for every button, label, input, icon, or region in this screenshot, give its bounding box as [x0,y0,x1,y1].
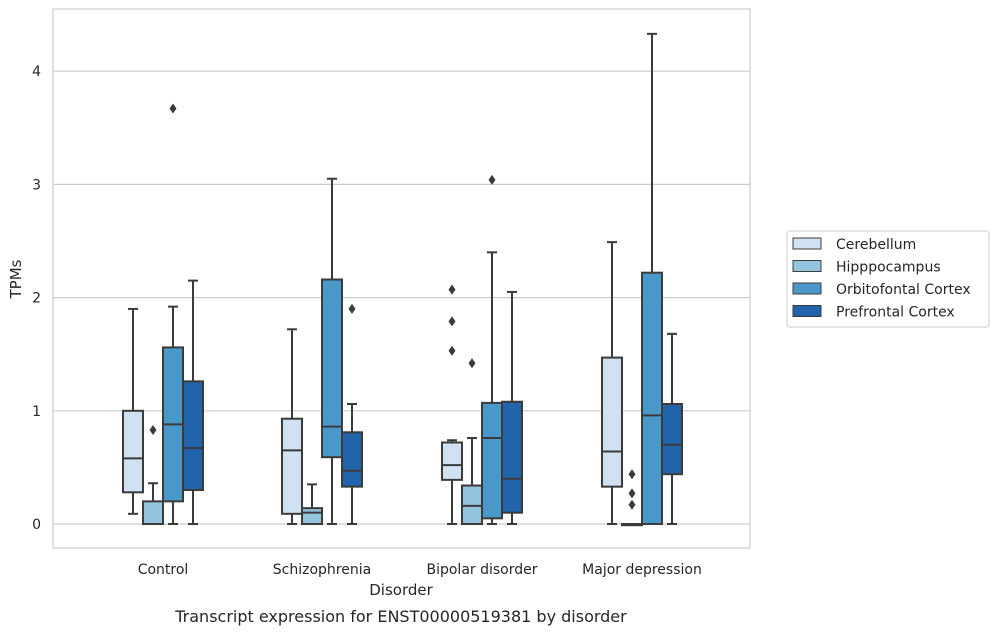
y-tick-label: 0 [32,517,41,533]
box-iqr [301,507,323,526]
box-iqr [641,271,663,526]
x-tick-label: Bipolar disorder [426,562,537,578]
box-prefrontal-cortex-2 [501,290,523,525]
outlier-point [448,316,456,327]
box-hipppocampus-0 [142,425,164,525]
outlier-point [149,425,157,436]
outlier-point [448,284,456,295]
box-iqr [461,484,483,525]
box-iqr [341,431,363,488]
y-tick-label: 3 [32,177,41,193]
y-axis-label: TPMs [7,259,25,299]
box-hipppocampus-1 [301,483,323,526]
outlier-point [628,488,636,499]
chart-caption: Transcript expression for ENST0000051938… [174,607,627,626]
box-series-group [122,32,683,527]
box-iqr [501,400,523,514]
box-orbitofontal-cortex-3 [641,32,663,526]
outlier-point [628,469,636,480]
legend-label: Hipppocampus [836,260,941,276]
outlier-point [348,303,356,314]
outlier-point [488,174,496,185]
box-iqr [441,441,463,481]
outlier-point [169,103,177,114]
box-iqr [182,380,204,492]
box-cerebellum-1 [281,328,303,525]
box-orbitofontal-cortex-0 [162,103,184,525]
x-tick-label: Control [138,562,189,578]
outlier-point [468,358,476,369]
outlier-point [448,345,456,356]
y-tick-labels: 0 1 2 3 4 [32,64,41,533]
legend-label: Orbitofontal Cortex [836,282,971,298]
y-tick-label: 2 [32,291,41,307]
legend-swatch [792,237,822,250]
legend-label: Prefrontal Cortex [836,305,955,321]
legend-swatch [792,260,822,272]
box-iqr [281,417,303,515]
box-cerebellum-0 [122,307,144,515]
box-prefrontal-cortex-1 [341,303,363,525]
box-iqr [661,403,683,476]
box-prefrontal-cortex-3 [661,332,683,525]
box-cerebellum-2 [441,284,463,525]
box-iqr [481,401,503,520]
box-iqr [321,278,343,459]
box-cerebellum-3 [601,241,623,525]
box-iqr [122,409,144,494]
legend-swatch [792,305,822,317]
box-iqr [601,356,623,488]
outlier-point [628,499,636,510]
x-tick-labels: Control Schizophrenia Bipolar disorder Majo… [138,562,702,578]
y-tick-label: 4 [32,64,41,80]
plot-area-border [52,8,751,549]
box-hipppocampus-2 [461,358,483,525]
legend: Cerebellum Hipppocampus Orbitofontal Corte… [786,230,990,328]
legend-label: Cerebellum [836,237,916,253]
box-prefrontal-cortex-0 [182,279,204,525]
x-tick-label: Schizophrenia [273,562,371,578]
legend-swatch [792,282,822,295]
y-tick-label: 1 [32,404,41,420]
x-tick-label: Major depression [582,562,702,578]
legend-frame [786,230,990,328]
x-axis-label: Disorder [369,581,433,599]
box-iqr [142,500,164,525]
box-orbitofontal-cortex-1 [321,177,343,525]
